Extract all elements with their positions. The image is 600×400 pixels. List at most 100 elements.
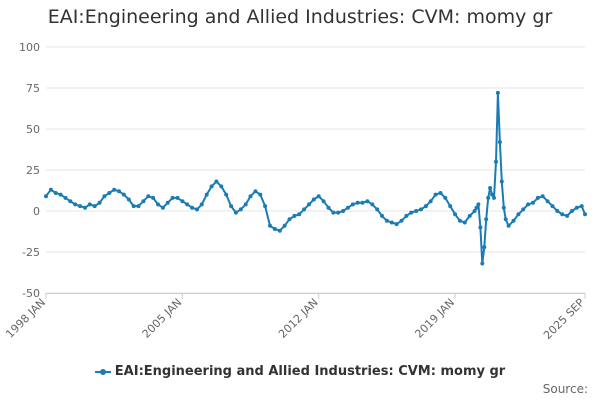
- data-point: [448, 204, 453, 209]
- data-point: [292, 213, 297, 218]
- data-point: [233, 210, 238, 215]
- data-point: [531, 200, 535, 205]
- x-tick-label: 2012 JAN: [276, 296, 321, 341]
- y-tick-label: 0: [33, 205, 40, 218]
- legend[interactable]: EAI:Engineering and Allied Industries: C…: [0, 364, 600, 379]
- data-point: [484, 217, 489, 222]
- chart-title: EAI:Engineering and Allied Industries: C…: [47, 6, 553, 28]
- data-point: [428, 199, 433, 204]
- data-point: [503, 217, 508, 222]
- data-point: [409, 210, 414, 215]
- data-point: [53, 191, 58, 195]
- data-point: [433, 192, 438, 197]
- data-point: [121, 192, 126, 197]
- data-point: [482, 245, 487, 250]
- data-point: [238, 207, 243, 212]
- data-point: [394, 222, 399, 227]
- data-point: [229, 204, 234, 209]
- data-point: [495, 90, 500, 95]
- data-point: [204, 192, 209, 197]
- data-point: [253, 189, 258, 194]
- data-point: [355, 200, 360, 205]
- data-point: [160, 205, 165, 210]
- data-point: [414, 209, 419, 213]
- data-point: [87, 202, 92, 207]
- x-tick-label: 2005 JAN: [140, 296, 185, 341]
- data-point: [165, 200, 170, 205]
- data-point: [488, 186, 493, 190]
- data-point: [579, 204, 584, 209]
- data-point: [535, 195, 540, 200]
- data-point: [316, 194, 321, 199]
- data-point: [583, 212, 587, 217]
- data-point: [175, 195, 180, 200]
- x-axis: 1998 JAN 2005 JAN 2012 JAN 2019 JAN 2025 SEP: [3, 293, 587, 342]
- grid-lines: [46, 46, 585, 294]
- data-point: [151, 195, 156, 200]
- data-point: [190, 205, 195, 210]
- data-point: [486, 195, 491, 200]
- data-point: [146, 194, 151, 199]
- data-point: [302, 207, 307, 212]
- data-point: [248, 194, 253, 199]
- data-point: [141, 199, 146, 204]
- data-point: [467, 213, 472, 218]
- data-point: [102, 194, 107, 199]
- data-point: [126, 197, 131, 202]
- data-point: [472, 209, 477, 213]
- data-point: [214, 179, 219, 184]
- data-point: [209, 184, 214, 189]
- data-point: [345, 205, 350, 210]
- data-point: [341, 209, 346, 213]
- data-point: [569, 209, 574, 213]
- data-point: [92, 204, 97, 209]
- y-tick-label: 100: [19, 41, 40, 54]
- data-point: [219, 184, 224, 189]
- data-point: [423, 204, 428, 209]
- series-line: [45, 91, 586, 265]
- data-point: [560, 212, 565, 217]
- data-point: [499, 179, 504, 184]
- data-point: [526, 202, 531, 207]
- plot-area: [44, 90, 587, 266]
- data-point: [360, 200, 365, 205]
- y-tick-label: 50: [26, 123, 40, 136]
- data-point: [380, 213, 384, 218]
- data-point: [44, 194, 48, 199]
- y-tick-label: -50: [22, 287, 40, 300]
- data-point: [389, 220, 394, 225]
- data-point: [336, 210, 341, 215]
- data-point: [224, 192, 229, 197]
- data-point: [438, 191, 443, 195]
- data-point: [370, 202, 375, 207]
- data-point: [48, 187, 53, 192]
- data-point: [326, 205, 331, 210]
- data-point: [492, 195, 496, 200]
- data-point: [58, 192, 63, 197]
- data-point: [501, 205, 506, 210]
- data-point: [443, 195, 448, 200]
- data-point: [117, 189, 121, 194]
- data-point: [97, 200, 102, 205]
- data-point: [73, 202, 78, 207]
- data-point: [63, 195, 68, 200]
- data-point: [277, 228, 282, 233]
- x-tick-label: 2019 JAN: [412, 296, 457, 341]
- data-point: [476, 202, 481, 207]
- data-point: [107, 191, 112, 195]
- x-tick-label: 2025 SEP: [541, 296, 587, 342]
- data-point: [516, 212, 521, 217]
- data-point: [321, 199, 326, 204]
- data-point: [243, 202, 248, 207]
- data-point: [180, 199, 185, 204]
- data-point: [506, 223, 511, 228]
- data-point: [457, 218, 462, 223]
- data-point: [521, 207, 526, 212]
- legend-label: EAI:Engineering and Allied Industries: C…: [114, 364, 506, 379]
- data-point: [474, 205, 479, 210]
- data-point: [494, 159, 498, 164]
- data-point: [272, 227, 277, 231]
- legend-swatch: [94, 368, 111, 375]
- data-point: [574, 205, 579, 210]
